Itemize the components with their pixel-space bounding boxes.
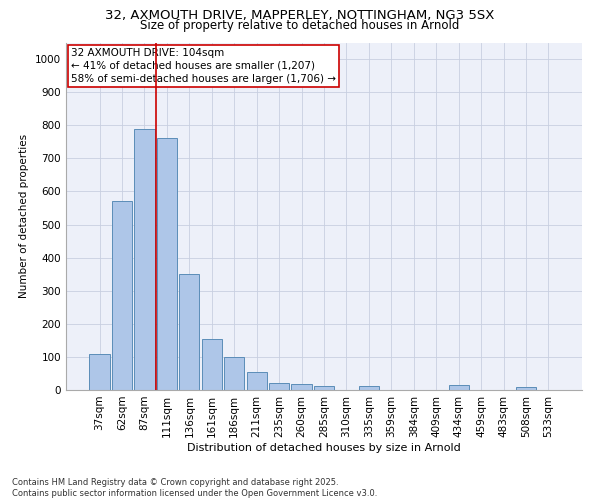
- Bar: [359, 386, 379, 390]
- Bar: [134, 128, 155, 390]
- Y-axis label: Number of detached properties: Number of detached properties: [19, 134, 29, 298]
- Bar: [292, 384, 311, 390]
- Bar: [269, 384, 289, 390]
- Text: 32 AXMOUTH DRIVE: 104sqm
← 41% of detached houses are smaller (1,207)
58% of sem: 32 AXMOUTH DRIVE: 104sqm ← 41% of detach…: [71, 48, 336, 84]
- Bar: [179, 274, 199, 390]
- Bar: [112, 202, 132, 390]
- Text: 32, AXMOUTH DRIVE, MAPPERLEY, NOTTINGHAM, NG3 5SX: 32, AXMOUTH DRIVE, MAPPERLEY, NOTTINGHAM…: [106, 9, 494, 22]
- Bar: [202, 338, 222, 390]
- Bar: [516, 388, 536, 390]
- Text: Contains HM Land Registry data © Crown copyright and database right 2025.
Contai: Contains HM Land Registry data © Crown c…: [12, 478, 377, 498]
- Bar: [314, 386, 334, 390]
- Bar: [157, 138, 177, 390]
- Bar: [449, 386, 469, 390]
- Text: Size of property relative to detached houses in Arnold: Size of property relative to detached ho…: [140, 19, 460, 32]
- X-axis label: Distribution of detached houses by size in Arnold: Distribution of detached houses by size …: [187, 442, 461, 452]
- Bar: [89, 354, 110, 390]
- Bar: [247, 372, 267, 390]
- Bar: [224, 357, 244, 390]
